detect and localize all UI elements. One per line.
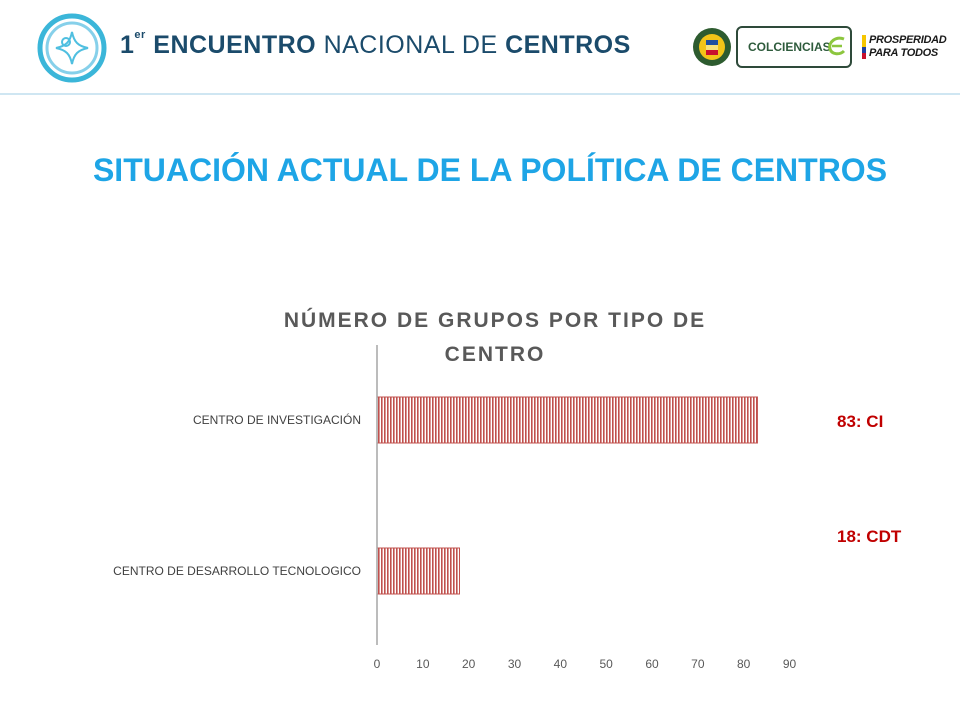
x-tick-label: 90 bbox=[783, 657, 797, 671]
x-tick-label: 40 bbox=[554, 657, 568, 671]
colombia-flag-icon bbox=[862, 35, 866, 59]
event-logo-icon bbox=[37, 13, 107, 83]
x-tick-label: 50 bbox=[599, 657, 613, 671]
bar bbox=[376, 547, 460, 595]
chart-title: NÚMERO DE GRUPOS POR TIPO DE CENTRO bbox=[283, 309, 707, 366]
colciencias-label: COLCIENCIAS bbox=[748, 40, 831, 54]
header-divider bbox=[0, 93, 960, 95]
category-label: CENTRO DE DESARROLLO TECNOLOGICO bbox=[113, 564, 361, 578]
slide-header: 1er ENCUENTRO NACIONAL DE CENTROS COLCIE… bbox=[0, 0, 960, 96]
bar bbox=[376, 396, 758, 444]
prosperidad-logo: PROSPERIDAD PARA TODOS bbox=[862, 33, 947, 63]
prosperidad-line2: PARA TODOS bbox=[869, 47, 938, 59]
x-tick-label: 20 bbox=[462, 657, 476, 671]
x-tick-label: 60 bbox=[645, 657, 659, 671]
event-word-light: NACIONAL DE bbox=[323, 31, 498, 59]
x-tick-label: 0 bbox=[374, 657, 381, 671]
annotation-ci: 83: CI bbox=[837, 412, 884, 431]
event-superscript: er bbox=[134, 29, 146, 41]
prosperidad-line1: PROSPERIDAD bbox=[869, 34, 947, 46]
x-tick-label: 80 bbox=[737, 657, 751, 671]
event-number: 1 bbox=[120, 31, 135, 59]
colciencias-logo: COLCIENCIAS bbox=[736, 26, 852, 68]
category-label: CENTRO DE INVESTIGACIÓN bbox=[193, 412, 361, 427]
colciencias-mark-icon bbox=[828, 36, 846, 56]
slide-title: SITUACIÓN ACTUAL DE LA POLÍTICA DE CENTR… bbox=[92, 152, 888, 188]
colombia-seal-icon bbox=[693, 28, 731, 66]
x-tick-label: 30 bbox=[508, 657, 522, 671]
event-word-bold: ENCUENTRO bbox=[153, 31, 317, 59]
x-tick-label: 10 bbox=[416, 657, 430, 671]
event-word-end: CENTROS bbox=[505, 31, 631, 59]
x-tick-label: 70 bbox=[691, 657, 705, 671]
event-name: 1er ENCUENTRO NACIONAL DE CENTROS bbox=[120, 29, 631, 60]
annotation-cdt: 18: CDT bbox=[837, 527, 902, 546]
